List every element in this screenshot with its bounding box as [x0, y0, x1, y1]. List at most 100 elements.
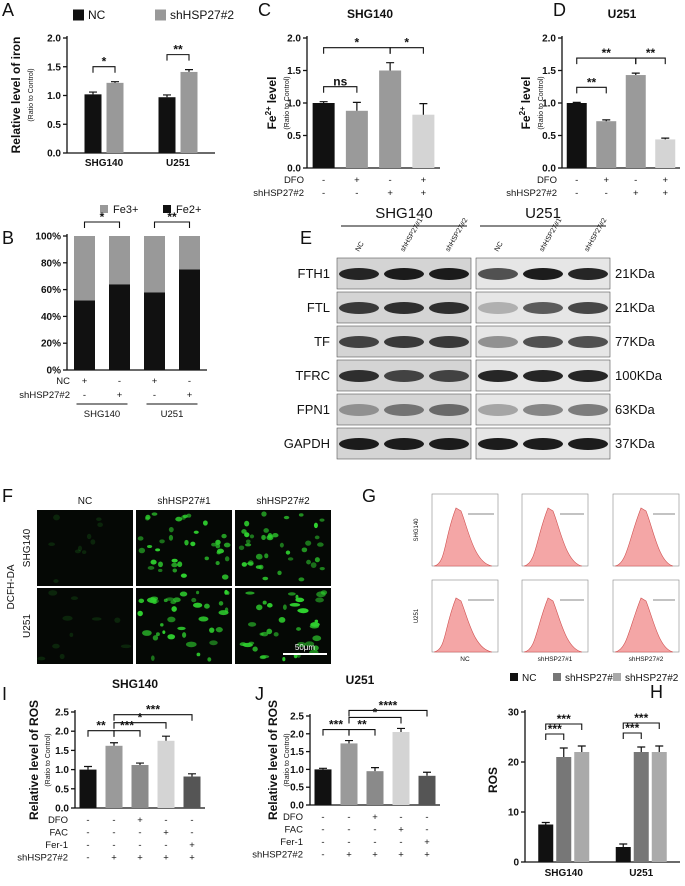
cell-signal: [319, 518, 325, 522]
y-axis-label-text: Fe: [519, 115, 533, 129]
cell-signal: [177, 626, 186, 631]
blot-band: [568, 302, 608, 314]
bar-segment: [179, 236, 200, 270]
lane-label: shHSP27#2: [584, 217, 609, 253]
condition-mark: -: [112, 840, 115, 851]
y-tick-label: 1.5: [47, 62, 61, 73]
y-tick-label: 0.0: [47, 149, 61, 160]
cell-signal: [278, 616, 286, 623]
condition-mark: -: [86, 853, 89, 864]
blot-band: [568, 404, 608, 416]
cell-signal: [224, 589, 229, 595]
cell-signal: [177, 561, 183, 568]
significance-label: ****: [379, 698, 398, 712]
condition-mark: +: [163, 853, 169, 864]
blot-band: [339, 268, 379, 280]
cell-signal: [81, 550, 87, 554]
panel-letter: A: [2, 0, 14, 20]
significance-bracket: [323, 47, 391, 54]
lane-label: NC: [494, 241, 505, 253]
condition-mark: -: [373, 837, 376, 848]
blot-band: [523, 404, 563, 416]
cell-signal: [149, 598, 159, 604]
cell-signal: [273, 632, 279, 637]
cell-signal: [185, 641, 197, 648]
cell-signal: [97, 522, 103, 527]
condition-mark: +: [662, 188, 668, 199]
condition-mark: +: [372, 812, 378, 823]
legend-label: Fe2+: [176, 204, 201, 216]
cell-signal: [202, 520, 208, 526]
condition-mark: -: [112, 815, 115, 826]
cell-signal: [218, 601, 224, 606]
condition-mark: -: [347, 812, 350, 823]
error-bar: [111, 81, 119, 83]
histogram: [523, 507, 583, 567]
bar: [625, 75, 646, 168]
cell-signal: [165, 597, 175, 601]
significance-bracket: [166, 54, 190, 61]
bar: [412, 114, 435, 168]
condition-mark: -: [634, 175, 637, 186]
y-axis-label-text: level: [519, 77, 533, 104]
legend-label: Fe3+: [113, 204, 138, 216]
error-bar: [397, 727, 405, 733]
condition-mark: -: [138, 840, 141, 851]
error-bar: [602, 119, 611, 122]
error-bar: [423, 771, 431, 776]
cell-signal: [306, 559, 311, 565]
error-bar: [419, 103, 428, 115]
column-label: shHSP27#2: [629, 656, 664, 663]
cell-signal: [261, 534, 266, 541]
bar: [340, 743, 358, 805]
legend-swatch: [155, 9, 166, 21]
y-tick-label: 1.5: [55, 746, 69, 757]
cell-signal: [298, 577, 305, 582]
protein-label: FTL: [307, 300, 330, 315]
blot-band: [568, 336, 608, 348]
y-axis-note: (Ratio to Control): [45, 733, 52, 786]
y-tick-label: 0.5: [55, 784, 69, 795]
y-tick-label: 1.0: [542, 99, 556, 110]
cell-signal: [245, 591, 255, 595]
protein-size: 37KDa: [615, 436, 656, 451]
y-tick-label: 1.0: [55, 765, 69, 776]
condition-mark: +: [189, 840, 195, 851]
panel-letter: C: [258, 0, 271, 20]
lane-label: shHSP27#1: [400, 217, 425, 253]
condition-mark: +: [117, 390, 123, 401]
cell-signal: [196, 652, 201, 657]
cell-signal: [261, 511, 267, 517]
bar: [79, 769, 97, 808]
cell-signal: [277, 570, 282, 576]
condition-label: FAC: [285, 825, 304, 836]
legend-swatch: [163, 205, 171, 213]
cell-signal: [77, 545, 83, 552]
histogram: [614, 597, 674, 653]
condition-mark: +: [137, 815, 143, 826]
bar-segment: [144, 292, 165, 370]
chart-title: U251: [608, 7, 637, 21]
significance-label: **: [167, 210, 177, 224]
cell-signal: [114, 617, 121, 623]
blot-band: [429, 302, 469, 314]
significance-label: **: [357, 718, 367, 732]
stain-label: DCFH-DA: [6, 564, 17, 609]
significance-label: *: [100, 210, 105, 224]
cell-signal: [120, 644, 132, 649]
blot-band: [568, 268, 608, 280]
error-bar: [386, 62, 395, 71]
cell-signal: [249, 534, 255, 539]
error-bar: [577, 745, 586, 752]
significance-bracket: [113, 722, 167, 729]
cell-signal: [90, 539, 96, 545]
cell-signal: [283, 515, 290, 520]
condition-mark: +: [421, 175, 427, 186]
cell-signal: [137, 610, 143, 617]
cell-signal: [59, 653, 65, 660]
cell-signal: [262, 600, 267, 605]
blot-band: [429, 268, 469, 280]
bar: [379, 70, 402, 168]
significance-bracket: [545, 723, 583, 730]
